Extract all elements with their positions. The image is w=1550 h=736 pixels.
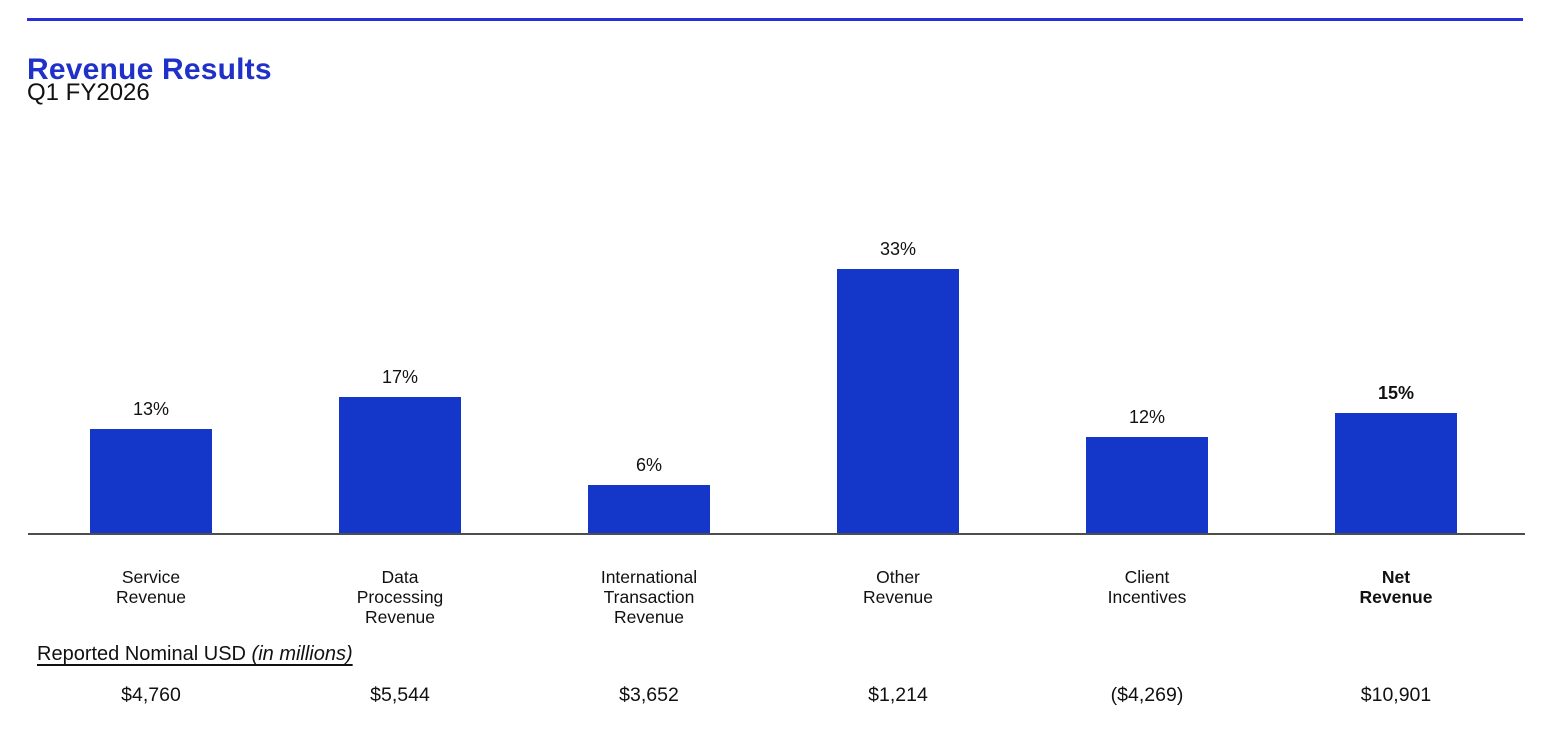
bar-pct-label: 6% — [635, 455, 663, 475]
page-subtitle: Q1 FY2026 — [27, 79, 150, 106]
x-axis-line — [28, 533, 1525, 535]
bar — [1335, 413, 1457, 533]
bar-pct-label: 17% — [381, 367, 419, 387]
bar-value-label: $10,901 — [1360, 684, 1432, 706]
bar-pct-label: 12% — [1128, 407, 1166, 427]
bar — [837, 269, 959, 533]
footnote: Reported Nominal USD (in millions) — [37, 643, 353, 666]
bar-pct-label: 15% — [1377, 383, 1415, 403]
bar-value-label: ($4,269) — [1110, 684, 1184, 706]
bar-category-label: Net Revenue — [1359, 567, 1433, 607]
bar-category-label: Client Incentives — [1107, 567, 1187, 607]
footnote-underline: Reported Nominal USD (in millions) — [37, 643, 353, 665]
footnote-italic-text: (in millions) — [251, 643, 353, 665]
bar-category-label: Other Revenue — [862, 567, 934, 607]
bar — [339, 397, 461, 533]
page-title: Revenue Results — [27, 53, 272, 87]
bar — [90, 429, 212, 533]
bar-category-label: International Transaction Revenue — [600, 567, 698, 627]
bar-value-label: $5,544 — [370, 684, 430, 706]
bar-pct-label: 13% — [132, 399, 170, 419]
bar-category-label: Service Revenue — [115, 567, 187, 607]
bar-value-label: $3,652 — [619, 684, 679, 706]
bar-value-label: $1,214 — [868, 684, 928, 706]
bar — [588, 485, 710, 533]
bar — [1086, 437, 1208, 533]
top-divider-rule — [27, 18, 1523, 21]
bar-pct-label: 33% — [879, 239, 917, 259]
bar-value-label: $4,760 — [121, 684, 181, 706]
bar-category-label: Data Processing Revenue — [356, 567, 444, 627]
footnote-text: Reported Nominal USD — [37, 643, 252, 665]
